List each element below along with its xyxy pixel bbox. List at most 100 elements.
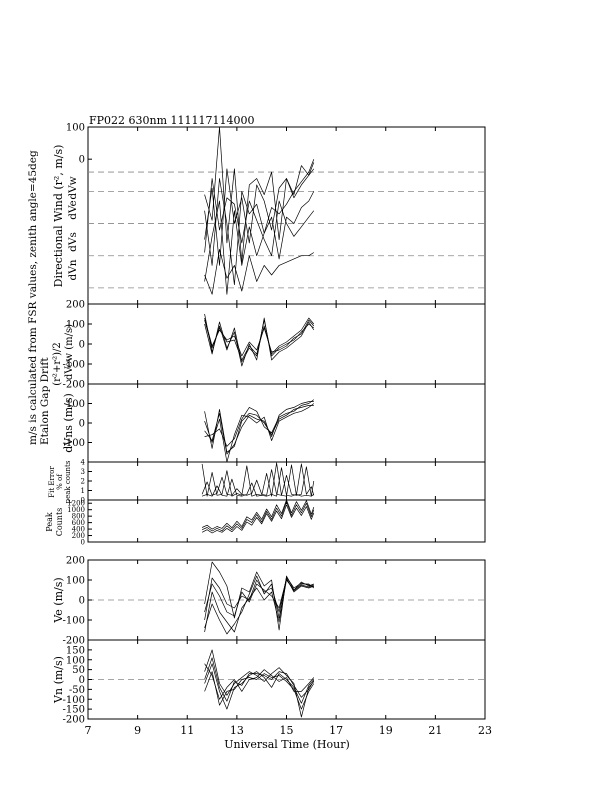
side-note-etalon: Etalon Gap Drift xyxy=(39,357,51,445)
y-tick-label: 0 xyxy=(81,538,85,546)
y-tick-label: 100 xyxy=(66,655,85,666)
y-tick-label: 1 xyxy=(81,487,85,495)
series-line-ve-2 xyxy=(204,579,315,633)
y-tick-label: 50 xyxy=(72,665,85,676)
series-line-directional-wind-1 xyxy=(204,162,315,266)
y-tick-label: -50 xyxy=(69,685,85,696)
series-line-directional-wind-3 xyxy=(204,159,315,286)
y-tick-label: 4 xyxy=(81,458,86,466)
y-tick-label: 200 xyxy=(66,556,85,567)
series-line-vn-0 xyxy=(204,649,315,718)
y-tick-label: 800 xyxy=(72,513,85,521)
series-line-vn-2 xyxy=(204,663,315,700)
y-tick-label: 100 xyxy=(66,399,85,410)
y-tick-label: 100 xyxy=(66,123,85,134)
y-tick-label: -100 xyxy=(63,360,85,371)
series-line-directional-wind-2 xyxy=(204,191,315,295)
series-line-fit-error-1 xyxy=(201,463,315,496)
series-line-gap-drift-ns-3 xyxy=(204,405,314,453)
sub-label-dVs: dVs xyxy=(67,232,79,252)
y-tick-label: 600 xyxy=(72,519,85,527)
panel-gap-drift-ew: 200 100 0 -100 -200(r²+r²)/2 dVew (m/s) xyxy=(52,300,486,391)
y-tick-label: 0 xyxy=(79,419,85,430)
series-line-ve-0 xyxy=(204,561,314,631)
panel-fit-error: 4 32 10 Fit Error% of peak counts xyxy=(48,458,486,504)
x-axis-label: Universal Time (Hour) xyxy=(224,738,350,751)
series-line-gap-drift-ew-1 xyxy=(204,317,315,357)
series-line-peak-counts-1 xyxy=(201,504,315,534)
y-axis-label-line1: Peak xyxy=(45,512,54,532)
y-tick-label: 200 xyxy=(66,300,85,311)
x-tick-label: 9 xyxy=(134,724,141,737)
panel-frame xyxy=(87,559,486,641)
y-tick-label: 100 xyxy=(66,320,85,331)
y-axis-label-line1: Fit Error xyxy=(48,466,56,498)
y-tick-label: 200 xyxy=(72,532,85,540)
x-tick-label: 19 xyxy=(379,724,393,737)
sub-label-dVn: dVn xyxy=(67,259,79,280)
y-tick-label: 0 xyxy=(79,340,85,351)
x-tick-label: 7 xyxy=(85,724,92,737)
x-tick-label: 17 xyxy=(329,724,343,737)
y-tick-label: -200 xyxy=(63,636,85,647)
y-tick-label: 1000 xyxy=(67,506,85,514)
x-tick-label: 11 xyxy=(180,724,194,737)
series-line-gap-drift-ew-3 xyxy=(204,317,315,361)
panel-ve: 200 100 0 -100 -200 Ve (m/s) xyxy=(52,556,486,647)
panel-frame xyxy=(87,499,486,543)
series-line-directional-wind-0 xyxy=(204,126,315,263)
y-tick-label: 0 xyxy=(79,675,85,686)
x-tick-label: 21 xyxy=(428,724,442,737)
series-line-peak-counts-0 xyxy=(201,501,315,532)
x-tick-label: 23 xyxy=(478,724,492,737)
series-line-ve-3 xyxy=(204,575,314,635)
series-line-vn-4 xyxy=(204,671,315,710)
series-line-vn-3 xyxy=(204,657,315,702)
y-axis-label-line2: Counts xyxy=(55,508,64,537)
sub-label-dVe: dVe xyxy=(67,200,79,220)
series-line-peak-counts-2 xyxy=(201,499,315,530)
panel-frame xyxy=(87,383,486,463)
x-tick-label: 13 xyxy=(230,724,244,737)
y-tick-label: -200 xyxy=(63,380,85,391)
series-line-directional-wind-4 xyxy=(204,178,315,257)
y-tick-label: -100 xyxy=(63,438,85,449)
figure-title: FP022 630nm 111117114000 xyxy=(89,114,255,127)
y-axis-label: dVns (m/s) xyxy=(62,393,75,453)
y-tick-label: 100 xyxy=(66,576,85,587)
y-axis-label-line2: % of xyxy=(56,473,64,490)
y-axis-label: dVew (m/s) xyxy=(64,324,75,380)
y-tick-label: -150 xyxy=(63,705,85,716)
y-tick-label: -100 xyxy=(63,616,85,627)
series-line-directional-wind-5 xyxy=(204,248,314,295)
y-axis-label: Vn (m/s) xyxy=(52,656,65,704)
panel-directional-wind: 100 0 Directional Wind (r², m/s) dVn dVs dVed… xyxy=(52,123,486,305)
y-axis-label-top: (r²+r²)/2 xyxy=(52,342,63,386)
y-axis-label: Ve (m/s) xyxy=(52,577,65,623)
y-tick-label: 0 xyxy=(79,596,85,607)
y-tick-label: 0 xyxy=(81,496,85,504)
y-axis-label-line3: peak counts xyxy=(64,460,72,503)
y-tick-label: 1200 xyxy=(67,500,85,508)
series-line-ve-4 xyxy=(204,578,314,617)
sub-label-dVw: dVw xyxy=(67,176,79,199)
y-tick-label: 150 xyxy=(66,645,85,656)
series-line-gap-drift-ns-2 xyxy=(204,403,315,463)
y-tick-label: 3 xyxy=(81,468,85,476)
series-line-gap-drift-ew-0 xyxy=(204,313,315,363)
x-tick-label: 15 xyxy=(280,724,294,737)
y-tick-label: 400 xyxy=(72,526,85,534)
y-axis-label: Directional Wind (r², m/s) xyxy=(52,145,65,288)
y-tick-label: 2 xyxy=(81,477,85,485)
y-tick-label: -100 xyxy=(63,695,85,706)
series-line-ve-1 xyxy=(204,577,314,621)
y-tick-label: 0 xyxy=(79,155,85,166)
panel-frame xyxy=(87,126,486,305)
y-tick-label: -200 xyxy=(63,715,85,726)
series-line-fit-error-2 xyxy=(201,467,315,497)
